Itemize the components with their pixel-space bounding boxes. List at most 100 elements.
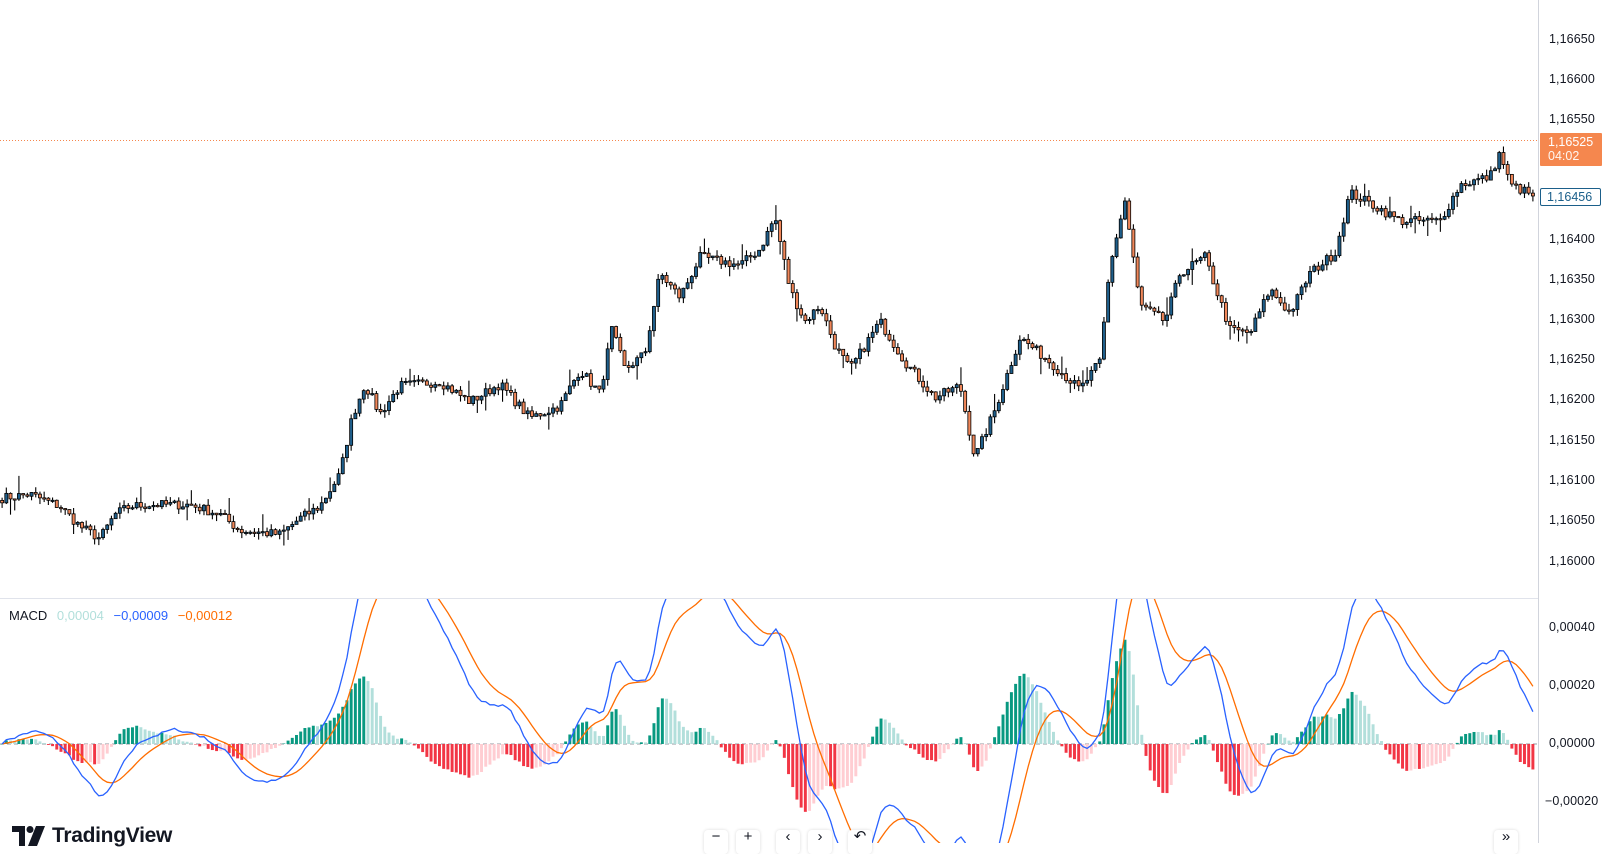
macd-histogram-bar	[215, 744, 219, 752]
candle	[816, 305, 820, 315]
candle	[959, 367, 963, 397]
candle	[1375, 206, 1380, 215]
macd-histogram-bar	[38, 741, 42, 744]
macd-histogram-bar	[391, 735, 395, 744]
candle	[1097, 357, 1102, 368]
candle	[277, 528, 282, 540]
candle	[954, 382, 959, 394]
candle	[437, 383, 442, 387]
pane-divider[interactable]	[0, 598, 1615, 599]
reset-chart-button[interactable]: ↶	[848, 829, 872, 854]
plus-icon: +	[743, 828, 753, 845]
macd-histogram-bar	[1169, 744, 1173, 785]
candle	[1371, 200, 1376, 213]
scroll-left-button[interactable]: ‹	[776, 829, 800, 854]
candle	[1110, 254, 1115, 287]
candle	[286, 526, 290, 540]
last-close-tag: 1,16456	[1540, 188, 1601, 206]
candle	[239, 525, 244, 539]
candle	[1530, 189, 1535, 202]
macd-legend[interactable]: MACD 0,00004 −0,00009 −0,00012	[9, 608, 238, 623]
zoom-out-button[interactable]: −	[704, 829, 728, 854]
macd-histogram-bar	[690, 732, 694, 744]
macd-histogram-bar	[1514, 744, 1518, 755]
macd-histogram-bar	[934, 744, 938, 762]
macd-histogram-bar	[1455, 742, 1459, 744]
macd-histogram-bar	[88, 744, 92, 763]
candle	[879, 312, 883, 329]
candle	[1118, 214, 1123, 239]
macd-histogram-bar	[1527, 744, 1531, 768]
macd-histogram-bar	[1115, 661, 1119, 744]
macd-histogram-bar	[879, 718, 883, 744]
scroll-to-realtime-button[interactable]: »	[1494, 829, 1518, 854]
macd-histogram-bar	[1325, 714, 1329, 744]
current-price-value: 1,16525	[1548, 135, 1594, 149]
price-chart-pane[interactable]	[0, 0, 1538, 598]
macd-histogram-bar	[1270, 735, 1274, 744]
macd-histogram-bar	[1220, 744, 1224, 772]
tradingview-logo[interactable]: TradingView	[12, 824, 172, 847]
macd-histogram-bar	[812, 744, 816, 804]
macd-histogram-bar	[1182, 744, 1186, 756]
scroll-right-button[interactable]: ›	[808, 829, 832, 854]
candle	[685, 278, 690, 290]
zoom-in-button[interactable]: +	[736, 828, 760, 854]
candle	[1434, 216, 1439, 225]
candle	[181, 501, 185, 510]
macd-indicator-pane[interactable]	[0, 599, 1538, 843]
candle	[853, 357, 858, 369]
macd-histogram-bar	[93, 744, 97, 765]
macd-histogram-bar	[938, 744, 942, 759]
candle	[483, 382, 488, 411]
candle-countdown: 04:02	[1548, 149, 1580, 163]
macd-histogram-bar	[1430, 744, 1434, 766]
macd-axis-label: 0,00040	[1549, 620, 1595, 634]
candle	[319, 496, 324, 514]
candle	[1207, 249, 1211, 272]
candle	[824, 308, 829, 327]
macd-histogram-bar	[1161, 744, 1165, 793]
macd-histogram-bar	[1485, 735, 1489, 744]
macd-histogram-bar	[757, 744, 761, 761]
macd-histogram-value: 0,00004	[56, 608, 104, 623]
candle	[773, 205, 778, 231]
candle	[1400, 214, 1405, 229]
candle	[811, 309, 816, 325]
macd-histogram-bar	[1283, 737, 1287, 744]
candle	[719, 254, 724, 269]
candle	[563, 391, 568, 402]
price-axis[interactable]: 1,16650 1,16600 1,16550 1,16400 1,16350 …	[1538, 0, 1615, 843]
candle	[1282, 296, 1287, 312]
macd-histogram-bar	[1295, 737, 1299, 744]
macd-histogram-bar	[202, 744, 206, 746]
macd-histogram-bar	[160, 732, 164, 744]
macd-histogram-bar	[17, 739, 21, 744]
candle	[1169, 292, 1174, 320]
candle	[727, 256, 732, 277]
macd-histogram-bar	[412, 744, 416, 746]
candle	[471, 395, 476, 406]
macd-histogram-bar	[332, 717, 336, 744]
candle	[1497, 150, 1502, 173]
candle	[403, 377, 408, 386]
macd-histogram-bar	[799, 744, 803, 808]
candle	[546, 406, 551, 430]
candle	[1257, 308, 1262, 319]
macd-histogram-bar	[496, 744, 500, 759]
candle	[134, 497, 139, 510]
macd-histogram-bar	[1422, 744, 1426, 769]
candle	[1413, 213, 1418, 234]
macd-histogram-bar	[341, 706, 345, 744]
candle	[971, 434, 976, 457]
candle	[1472, 178, 1476, 191]
macd-histogram-bar	[248, 744, 252, 759]
candle	[778, 219, 783, 255]
candle	[462, 394, 467, 401]
candle	[513, 388, 518, 410]
candle	[256, 528, 261, 540]
macd-histogram-bar	[1194, 739, 1198, 744]
candle	[992, 393, 997, 424]
candle	[1059, 356, 1064, 380]
macd-histogram-bar	[1304, 727, 1308, 744]
